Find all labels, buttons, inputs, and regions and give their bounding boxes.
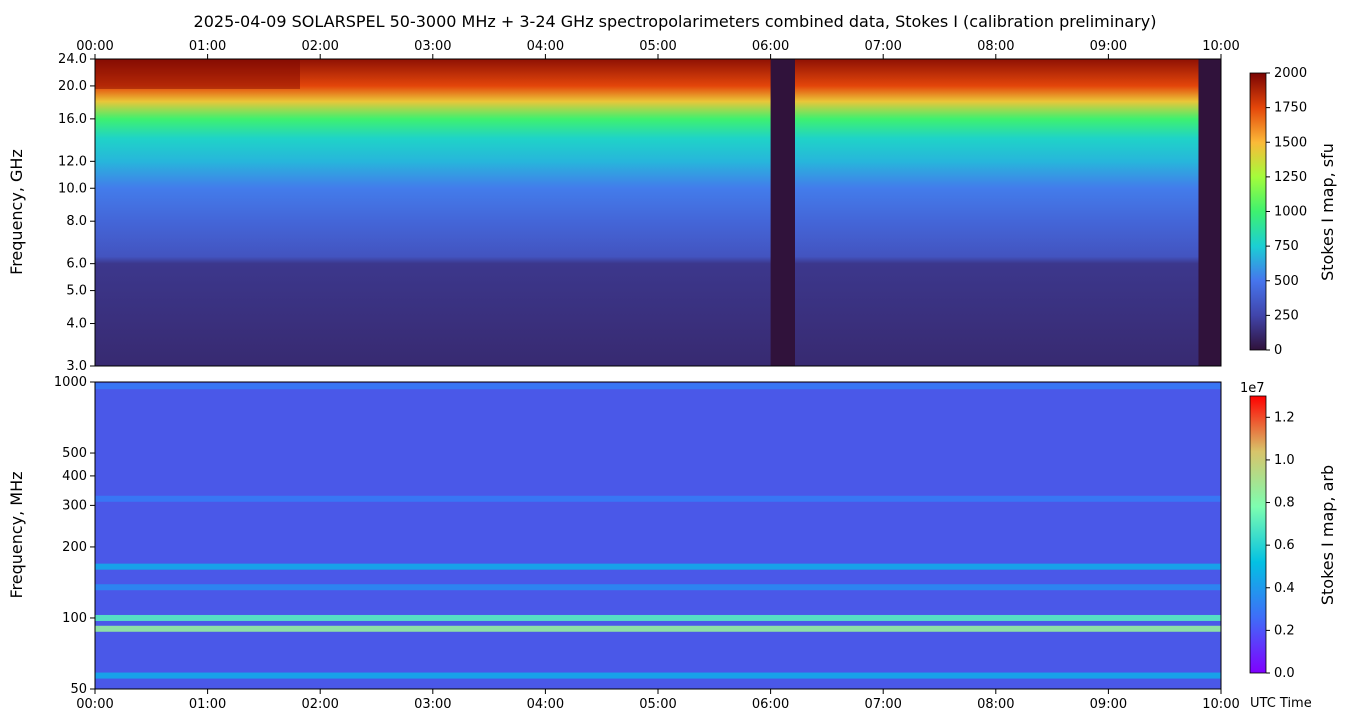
top-heatmap-high-flux-region <box>95 59 300 89</box>
xtick-label-5: 05:00 <box>639 39 676 54</box>
x-axis-label: UTC Time <box>1250 696 1312 711</box>
ytick-label-9: 24.0 <box>58 52 87 67</box>
ytick-label-2: 200 <box>62 540 87 555</box>
xtick-label-1: 01:00 <box>189 39 226 54</box>
xtick-label-4: 04:00 <box>527 39 564 54</box>
xtick-label-2: 02:00 <box>301 39 338 54</box>
top-data-gaps <box>770 59 1221 366</box>
xtick-label-5: 05:00 <box>639 697 676 712</box>
bottom-y-ticks: 50 100 200 300 400 500 1000 <box>54 375 95 697</box>
band-6 <box>95 383 1221 390</box>
ytick-label-3: 6.0 <box>66 257 87 272</box>
xtick-label-10: 10:00 <box>1202 697 1239 712</box>
cb-tick-label-3: 750 <box>1274 239 1299 254</box>
top-panel: 3.0 4.0 5.0 6.0 8.0 10.0 12.0 16.0 20.0 24.0 00:0… <box>7 39 1337 374</box>
cb-tick-label-1: 0.2 <box>1274 623 1295 638</box>
cb-tick-label-2: 500 <box>1274 274 1299 289</box>
ytick-label-2: 5.0 <box>66 284 87 299</box>
xtick-label-7: 07:00 <box>864 39 901 54</box>
cb-tick-label-5: 1.0 <box>1274 453 1295 468</box>
band-2 <box>95 672 1221 679</box>
ytick-label-1: 4.0 <box>66 317 87 332</box>
bottom-y-axis-label: Frequency, MHz <box>7 471 26 598</box>
ytick-label-7: 16.0 <box>58 112 87 127</box>
band-5 <box>95 495 1221 502</box>
xtick-label-6: 06:00 <box>752 697 789 712</box>
cb-tick-label-2: 0.4 <box>1274 581 1295 596</box>
xtick-label-4: 04:00 <box>527 697 564 712</box>
cb-tick-label-0: 0 <box>1274 343 1282 358</box>
top-y-ticks: 3.0 4.0 5.0 6.0 8.0 10.0 12.0 16.0 20.0 24.0 <box>58 52 95 374</box>
xtick-label-9: 09:00 <box>1090 39 1127 54</box>
bottom-colorbar <box>1249 395 1267 674</box>
top-x-ticks: 00:00 01:00 02:00 03:00 04:00 05:00 06:00 07:00… <box>76 39 1240 59</box>
cb-tick-label-6: 1.2 <box>1274 410 1295 425</box>
band-1 <box>95 614 1221 621</box>
data-gap-1 <box>1198 59 1221 366</box>
data-gap-0 <box>770 59 795 366</box>
xtick-label-1: 01:00 <box>189 697 226 712</box>
top-y-axis-label: Frequency, GHz <box>7 149 26 275</box>
xtick-label-2: 02:00 <box>301 697 338 712</box>
cb-tick-label-4: 0.8 <box>1274 496 1295 511</box>
cb-tick-label-4: 1000 <box>1274 205 1307 220</box>
bottom-heatmap-base <box>95 382 1221 689</box>
ytick-label-5: 10.0 <box>58 181 87 196</box>
ytick-label-3: 300 <box>62 498 87 513</box>
bottom-panel: 50 100 200 300 400 500 1000 00:00 01:00 02:00 03:… <box>7 375 1337 712</box>
xtick-label-3: 03:00 <box>414 697 451 712</box>
cb-tick-label-6: 1500 <box>1274 135 1307 150</box>
top-colorbar <box>1249 72 1267 351</box>
band-0 <box>95 625 1221 632</box>
band-4 <box>95 584 1221 591</box>
xtick-label-8: 08:00 <box>977 39 1014 54</box>
xtick-label-3: 03:00 <box>414 39 451 54</box>
xtick-label-10: 10:00 <box>1202 39 1239 54</box>
bottom-heatmap-bands <box>95 383 1221 679</box>
ytick-label-4: 400 <box>62 469 87 484</box>
chart-title: 2025-04-09 SOLARSPEL 50-3000 MHz + 3-24 … <box>194 12 1157 31</box>
xtick-label-0: 00:00 <box>76 697 113 712</box>
top-colorbar-label: Stokes I map, sfu <box>1318 143 1337 281</box>
bottom-colorbar-offset: 1e7 <box>1240 381 1265 396</box>
cb-tick-label-1: 250 <box>1274 308 1299 323</box>
cb-tick-label-5: 1250 <box>1274 170 1307 185</box>
xtick-label-0: 00:00 <box>76 39 113 54</box>
top-colorbar-ticks: 0 250 500 750 1000 1250 1500 1750 2000 <box>1266 66 1307 358</box>
bottom-colorbar-ticks: 0.0 0.2 0.4 0.6 0.8 1.0 1.2 <box>1266 410 1295 681</box>
top-heatmap-spectrum <box>95 59 1221 366</box>
ytick-label-6: 1000 <box>54 375 87 390</box>
ytick-label-6: 12.0 <box>58 154 87 169</box>
ytick-label-1: 100 <box>62 611 87 626</box>
xtick-label-6: 06:00 <box>752 39 789 54</box>
cb-tick-label-0: 0.0 <box>1274 666 1295 681</box>
ytick-label-4: 8.0 <box>66 214 87 229</box>
cb-tick-label-3: 0.6 <box>1274 538 1295 553</box>
xtick-label-7: 07:00 <box>864 697 901 712</box>
ytick-label-5: 500 <box>62 446 87 461</box>
cb-tick-label-8: 2000 <box>1274 66 1307 81</box>
ytick-label-0: 3.0 <box>66 359 87 374</box>
cb-tick-label-7: 1750 <box>1274 101 1307 116</box>
bottom-colorbar-label: Stokes I map, arb <box>1318 465 1337 605</box>
xtick-label-8: 08:00 <box>977 697 1014 712</box>
band-3 <box>95 563 1221 570</box>
ytick-label-0: 50 <box>70 682 87 697</box>
ytick-label-8: 20.0 <box>58 79 87 94</box>
bottom-x-ticks: 00:00 01:00 02:00 03:00 04:00 05:00 06:00 07:00… <box>76 689 1240 712</box>
xtick-label-9: 09:00 <box>1090 697 1127 712</box>
